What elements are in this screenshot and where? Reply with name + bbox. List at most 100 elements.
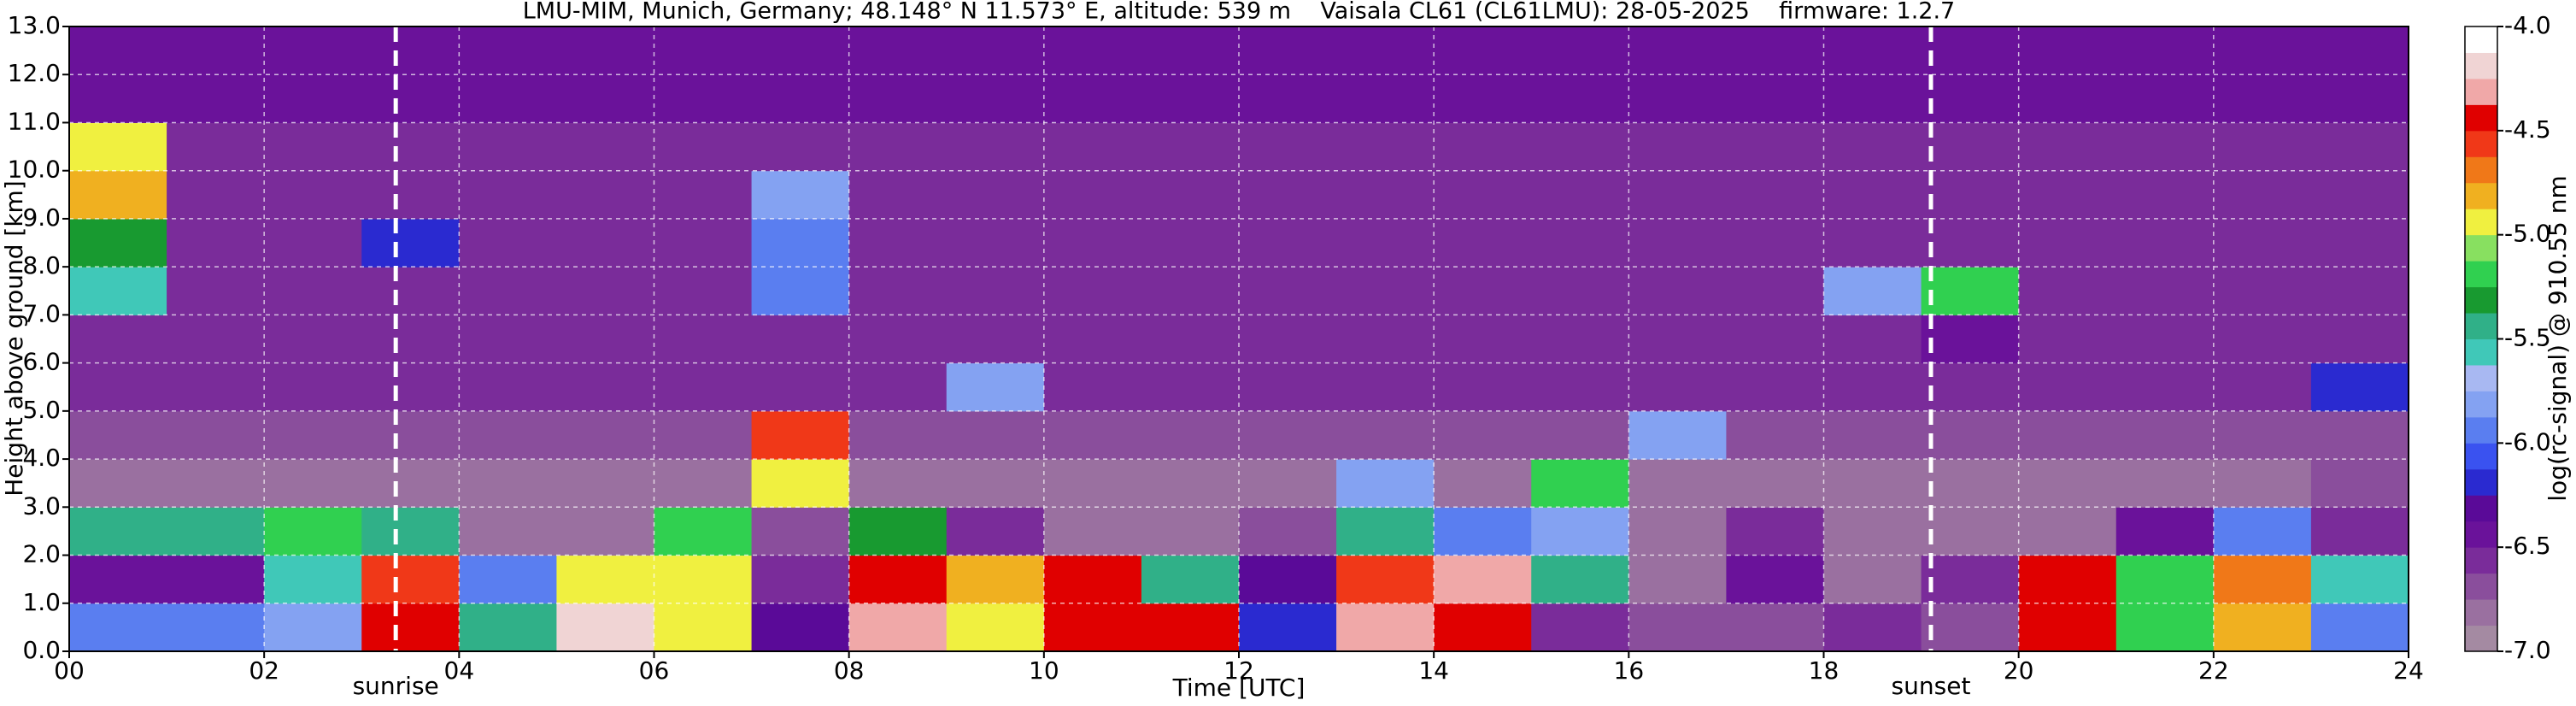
x-tick-label: 08 [834, 656, 865, 685]
heatmap-cell [2213, 267, 2312, 315]
event-label: sunrise [353, 672, 439, 700]
heatmap-cell [751, 459, 850, 508]
colorbar-swatch [2465, 599, 2497, 627]
heatmap-cell [1336, 507, 1435, 556]
heatmap-cell [556, 459, 654, 508]
heatmap-cell [2115, 267, 2215, 315]
plot-frame [68, 26, 2409, 652]
heatmap-cell [459, 170, 557, 220]
heatmap-cell [1239, 315, 1337, 364]
heatmap-cell [2310, 603, 2409, 652]
heatmap-cell [361, 26, 460, 75]
heatmap-cell [2018, 459, 2117, 508]
heatmap-cell [69, 315, 167, 364]
heatmap-cell [556, 507, 654, 556]
heatmap-cell [1628, 603, 1727, 652]
colorbar-swatch [2465, 364, 2497, 391]
heatmap-cell [167, 555, 265, 604]
heatmap-cell [1141, 410, 1240, 460]
heatmap-cell [1043, 459, 1142, 508]
heatmap-cell [69, 122, 167, 172]
colorbar-swatch [2465, 286, 2497, 314]
heatmap-cell [1628, 267, 1727, 315]
heatmap-cell [1043, 555, 1142, 604]
heatmap-cell [751, 410, 850, 460]
heatmap-cell [654, 218, 753, 268]
heatmap-cell [1043, 267, 1142, 315]
heatmap-cell [946, 315, 1045, 364]
colorbar-swatch [2465, 261, 2497, 288]
x-tick-label: 00 [54, 656, 85, 685]
heatmap-cell [1239, 555, 1337, 604]
heatmap-cell [2310, 555, 2409, 604]
heatmap-cell [2018, 122, 2117, 172]
heatmap-cell [1823, 122, 1922, 172]
colorbar-tick-label: -5.5 [2504, 324, 2551, 352]
heatmap-cell [1141, 603, 1240, 652]
heatmap-cell [1531, 26, 1629, 75]
heatmap-cell [1141, 26, 1240, 75]
heatmap-cell [264, 122, 362, 172]
heatmap-cell [2310, 459, 2409, 508]
heatmap-cell [2213, 507, 2312, 556]
heatmap-cell [1726, 218, 1824, 268]
heatmap-cell [946, 362, 1045, 412]
heatmap-cell [1823, 410, 1922, 460]
heatmap-cell [556, 555, 654, 604]
colorbar-swatch [2465, 209, 2497, 236]
heatmap-cell [1531, 603, 1629, 652]
heatmap-cell [848, 122, 948, 172]
heatmap-cell [167, 122, 265, 172]
heatmap-cell [1531, 218, 1629, 268]
heatmap-cell [2018, 74, 2117, 123]
heatmap-cell [1336, 362, 1435, 412]
heatmap-cell [946, 603, 1045, 652]
heatmap-cell [2115, 507, 2215, 556]
heatmap-cell [1434, 267, 1532, 315]
heatmap-cell [654, 603, 753, 652]
heatmap-cell [264, 218, 362, 268]
heatmap-cell [1141, 74, 1240, 123]
colorbar-swatch [2465, 391, 2497, 418]
heatmap-cell [2115, 362, 2215, 412]
heatmap-cell [2018, 267, 2117, 315]
heatmap-cell [361, 267, 460, 315]
heatmap-cell [2310, 507, 2409, 556]
y-tick-label: 3.0 [22, 491, 61, 520]
heatmap-cell [361, 122, 460, 172]
heatmap-cell [1239, 459, 1337, 508]
heatmap-cell [1336, 122, 1435, 172]
heatmap-cell [1921, 459, 2020, 508]
colorbar-swatch [2465, 182, 2497, 209]
heatmap-cell [848, 74, 948, 123]
heatmap-cell [69, 507, 167, 556]
heatmap-cell [1628, 507, 1727, 556]
heatmap-cell [69, 170, 167, 220]
heatmap-cell [2018, 603, 2117, 652]
heatmap-cell [1239, 218, 1337, 268]
heatmap-cell [654, 26, 753, 75]
heatmap-cell [167, 218, 265, 268]
x-tick-label: 20 [2004, 656, 2034, 685]
heatmap-cell [361, 170, 460, 220]
heatmap-cell [1726, 410, 1824, 460]
heatmap-cell [946, 459, 1045, 508]
colorbar-swatch [2465, 495, 2497, 522]
heatmap-cell [2018, 315, 2117, 364]
x-tick-label: 16 [1614, 656, 1645, 685]
heatmap-cell [946, 218, 1045, 268]
heatmap-cell [848, 603, 948, 652]
heatmap-cell [69, 26, 167, 75]
y-tick-label: 6.0 [22, 348, 61, 376]
heatmap-cell [946, 410, 1045, 460]
y-tick-label: 9.0 [22, 203, 61, 232]
heatmap-cell [1921, 170, 2020, 220]
heatmap-cell [848, 507, 948, 556]
heatmap-cell [1239, 603, 1337, 652]
heatmap-cell [1726, 555, 1824, 604]
heatmap-cell [2213, 603, 2312, 652]
heatmap-cell [2213, 170, 2312, 220]
heatmap-cell [459, 122, 557, 172]
heatmap-cell [1726, 507, 1824, 556]
